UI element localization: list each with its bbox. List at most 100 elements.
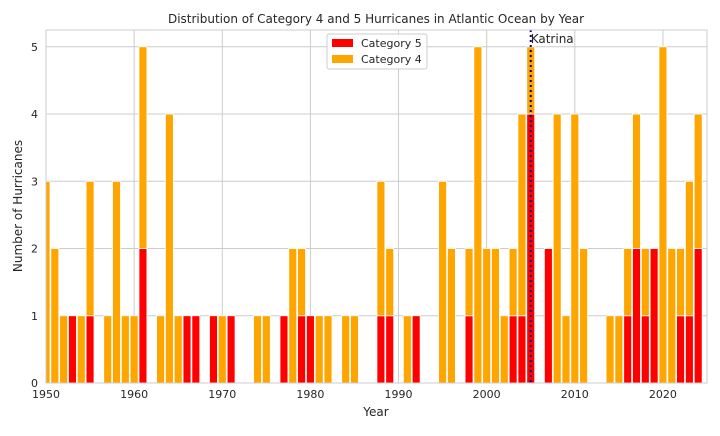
katrina-label: Katrina bbox=[531, 32, 574, 46]
bar-category-4-2021 bbox=[667, 248, 677, 384]
bar-category-4-1982 bbox=[323, 315, 333, 384]
bar-category-4-1998 bbox=[464, 248, 474, 317]
bar-category-5-1992 bbox=[411, 315, 421, 384]
bar-category-4-2003 bbox=[508, 248, 518, 317]
x-tick-label: 1950 bbox=[32, 388, 60, 401]
legend-swatch-category-5 bbox=[332, 39, 353, 47]
x-tick-label: 2020 bbox=[649, 388, 677, 401]
bar-category-5-2023 bbox=[685, 315, 694, 384]
bar-category-4-1959 bbox=[120, 315, 130, 384]
legend-label-category-5: Category 5 bbox=[361, 37, 422, 50]
bar-category-4-2023 bbox=[685, 180, 694, 317]
bar-category-5-1998 bbox=[464, 315, 474, 384]
bar-category-4-2008 bbox=[552, 113, 562, 384]
bar-category-4-1995 bbox=[438, 180, 447, 384]
x-tick-labels: 1950 1960 1970 1980 1990 2000 2010 2020 bbox=[32, 388, 677, 401]
bar-category-5-1979 bbox=[297, 315, 306, 384]
bar-category-4-1961 bbox=[138, 46, 148, 249]
chart-title: Distribution of Category 4 and 5 Hurrica… bbox=[168, 12, 584, 26]
bar-category-4-1996 bbox=[447, 248, 456, 384]
legend-label-category-4: Category 4 bbox=[361, 53, 422, 66]
bar-category-4-1970 bbox=[217, 315, 227, 384]
plot-area bbox=[46, 30, 707, 383]
bar-category-5-2022 bbox=[676, 315, 685, 384]
bar-category-5-1977 bbox=[279, 315, 289, 384]
bar-category-5-2004 bbox=[517, 315, 527, 384]
y-tick-label: 3 bbox=[31, 175, 38, 188]
bar-category-4-2017 bbox=[632, 113, 641, 249]
x-tick-label: 2010 bbox=[561, 388, 589, 401]
y-axis-label: Number of Hurricanes bbox=[11, 140, 25, 272]
bar-category-4-2000 bbox=[482, 248, 492, 384]
bar-category-5-1953 bbox=[68, 315, 77, 384]
plot-frame bbox=[45, 29, 708, 384]
bar-category-5-1971 bbox=[226, 315, 236, 384]
bar-category-4-2014 bbox=[605, 315, 615, 384]
bar-category-5-2017 bbox=[632, 248, 641, 384]
bar-category-5-1989 bbox=[385, 315, 395, 384]
bar-category-4-1979 bbox=[297, 248, 306, 317]
bar-category-4-1960 bbox=[129, 315, 139, 384]
bar-category-5-2018 bbox=[640, 315, 650, 384]
bar-category-4-2009 bbox=[561, 315, 571, 384]
bar-category-4-2011 bbox=[579, 248, 588, 384]
bar-category-4-1988 bbox=[376, 180, 386, 317]
bar-category-4-1999 bbox=[473, 46, 483, 384]
bar-category-5-1980 bbox=[306, 315, 315, 384]
bar-category-4-1955 bbox=[85, 180, 95, 317]
legend-swatch-category-4 bbox=[332, 55, 353, 63]
bar-category-4-1954 bbox=[76, 315, 86, 384]
y-tick-label: 4 bbox=[31, 108, 38, 121]
bar-category-4-1975 bbox=[261, 315, 271, 384]
bar-category-4-1978 bbox=[288, 248, 298, 384]
bar-category-4-1991 bbox=[402, 315, 412, 384]
bar-category-4-1989 bbox=[385, 248, 395, 317]
legend: Category 5 Category 4 bbox=[326, 33, 428, 70]
x-tick-label: 1970 bbox=[208, 388, 236, 401]
y-tick-label: 2 bbox=[31, 243, 38, 256]
bar-category-4-1951 bbox=[50, 248, 60, 384]
bar-category-5-1961 bbox=[138, 248, 148, 384]
bar-category-4-2018 bbox=[640, 248, 650, 317]
bar-category-4-1958 bbox=[112, 180, 121, 384]
bar-category-4-2024 bbox=[693, 113, 703, 249]
bar-category-4-2002 bbox=[499, 315, 509, 384]
bar-category-4-1985 bbox=[350, 315, 359, 384]
bar-category-4-1965 bbox=[173, 315, 183, 384]
bar-category-4-1974 bbox=[253, 315, 262, 384]
bar-category-5-2007 bbox=[543, 248, 553, 384]
bar-category-4-2001 bbox=[491, 248, 500, 384]
x-tick-label: 1960 bbox=[120, 388, 148, 401]
bar-category-5-1988 bbox=[376, 315, 386, 384]
bar-category-5-2003 bbox=[508, 315, 518, 384]
bar-category-4-1964 bbox=[165, 113, 174, 384]
x-tick-label: 1980 bbox=[296, 388, 324, 401]
bar-category-4-2020 bbox=[658, 46, 668, 384]
bar-category-4-1950 bbox=[45, 180, 51, 384]
bar-category-4-1957 bbox=[103, 315, 113, 384]
bar-category-4-2015 bbox=[614, 315, 624, 384]
y-tick-label: 0 bbox=[31, 377, 38, 390]
x-axis-label: Year bbox=[362, 405, 388, 419]
bar-category-4-2004 bbox=[517, 113, 527, 317]
bar-category-4-1963 bbox=[156, 315, 165, 384]
bar-category-5-2024 bbox=[693, 248, 703, 384]
bar-category-5-1967 bbox=[191, 315, 201, 384]
bar-category-5-1966 bbox=[182, 315, 192, 384]
bar-category-4-1952 bbox=[59, 315, 68, 384]
bar-category-5-2016 bbox=[623, 315, 633, 384]
bar-category-4-2010 bbox=[570, 113, 580, 384]
x-tick-label: 2000 bbox=[473, 388, 501, 401]
bar-category-4-2022 bbox=[676, 248, 685, 317]
bar-category-5-1955 bbox=[85, 315, 95, 384]
bar-category-4-1981 bbox=[314, 315, 324, 384]
bar-category-4-2016 bbox=[623, 248, 633, 317]
bar-category-5-1969 bbox=[209, 315, 218, 384]
bar-category-4-1984 bbox=[341, 315, 351, 384]
bar-category-5-2005 bbox=[526, 113, 536, 384]
bar-category-5-2019 bbox=[649, 248, 659, 384]
y-tick-label: 1 bbox=[31, 310, 38, 323]
annotation: Katrina bbox=[529, 30, 574, 383]
y-tick-label: 5 bbox=[31, 41, 38, 54]
